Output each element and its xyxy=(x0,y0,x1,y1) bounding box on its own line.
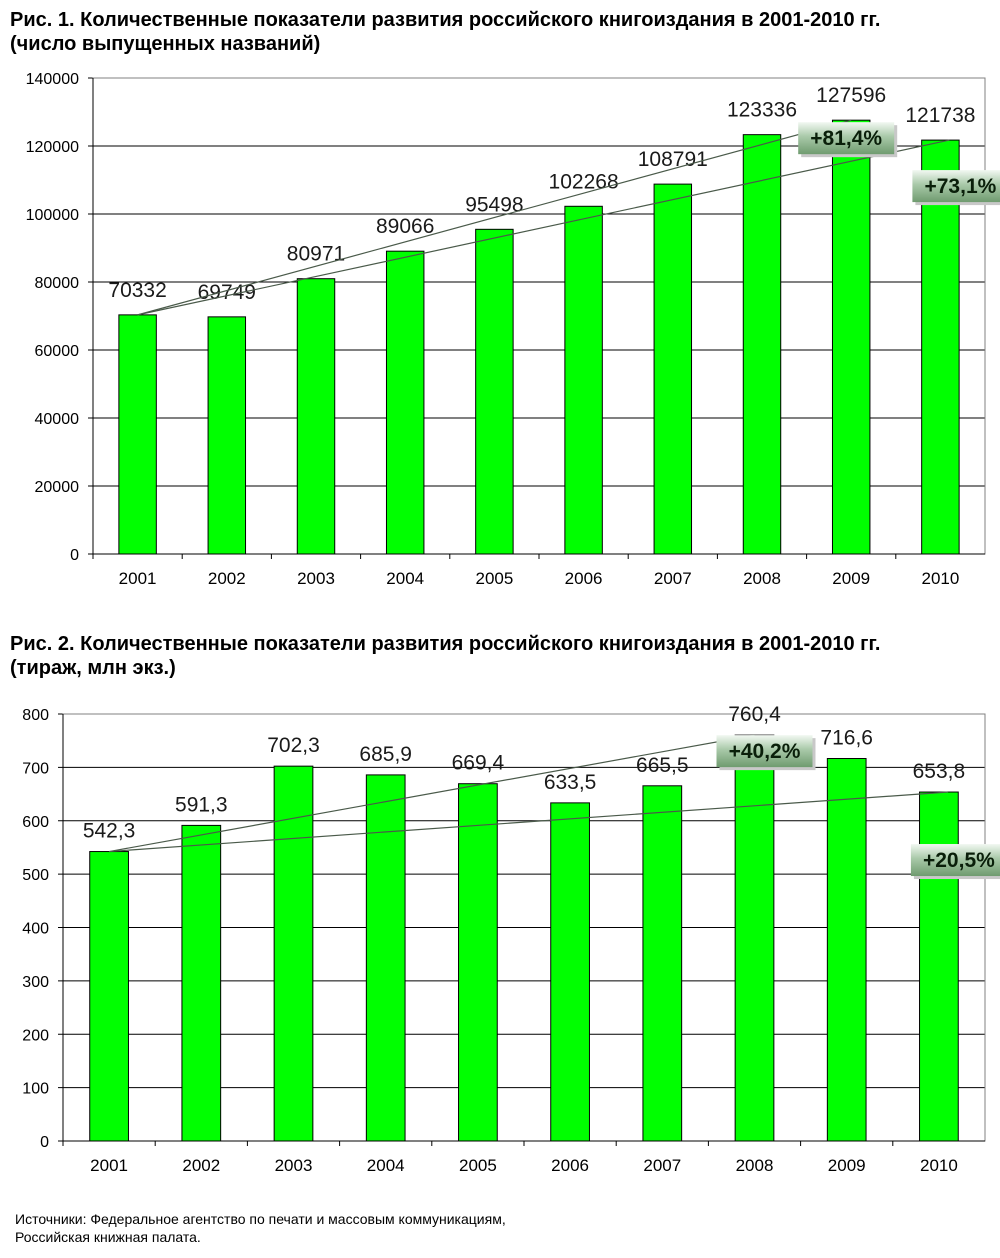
chart1-data-label: 123336 xyxy=(727,99,797,122)
chart2-ytick-label: 400 xyxy=(22,921,49,938)
chart1-trend-line xyxy=(137,119,852,316)
chart2-data-label: 665,5 xyxy=(636,754,689,777)
chart2-ytick-label: 700 xyxy=(22,760,49,777)
chart1-bar xyxy=(921,139,960,555)
chart2-bar xyxy=(458,783,498,1142)
chart2-bar xyxy=(826,758,867,1142)
chart1-trend-label: +81,4% xyxy=(810,127,882,150)
chart1-xtick-label: 2009 xyxy=(832,569,870,588)
chart2-plot: 0 100 200 300 400 500 600 700 800 2001 2002 2003 200… xyxy=(22,703,1000,1175)
chart1-ytick-label: 40000 xyxy=(35,411,80,428)
chart2-xtick-label: 2005 xyxy=(459,1156,497,1175)
chart1-data-label: 89066 xyxy=(376,215,434,238)
chart2-subtitle: (тираж, млн экз.) xyxy=(10,657,176,679)
chart2-xtick-label: 2008 xyxy=(736,1156,774,1175)
chart2-title-main: Рис. 2. Количественные показатели развит… xyxy=(10,633,881,655)
chart1-bar xyxy=(385,250,425,555)
chart2-xtick-label: 2006 xyxy=(551,1156,589,1175)
chart2-bar xyxy=(550,802,590,1142)
chart1-ytick-label: 20000 xyxy=(35,479,80,496)
chart1-ytick-label: 140000 xyxy=(26,71,79,88)
chart2-bar xyxy=(642,785,683,1142)
chart2-bar xyxy=(365,774,406,1142)
chart2-trend-line xyxy=(108,734,755,853)
chart1-ytick-label: 0 xyxy=(70,547,79,564)
chart1-data-label: 102268 xyxy=(549,170,619,193)
chart2-trend-label-box xyxy=(716,735,813,768)
chart1-subtitle: (число выпущенных названий) xyxy=(10,33,321,55)
chart1-data-label: 127596 xyxy=(816,84,886,107)
chart1-xtick-label: 2002 xyxy=(208,569,246,588)
chart1-bar xyxy=(296,278,336,555)
chart2-ytick-label: 100 xyxy=(22,1081,49,1098)
sources-line-1: Источники: Федеральное агентство по печа… xyxy=(15,1211,506,1227)
chart1-bar xyxy=(831,119,871,555)
chart1-trend-label: +73,1% xyxy=(924,175,996,198)
chart1-trend-line xyxy=(137,139,950,316)
chart1-plot: 0 20000 40000 60000 80000 100000 120000 140000 2… xyxy=(26,71,1000,588)
chart2-data-label: 685,9 xyxy=(359,743,412,766)
chart2-bar xyxy=(734,734,775,1142)
chart2-data-label: 760,4 xyxy=(728,703,781,726)
chart2-trend-label: +20,5% xyxy=(923,849,995,872)
chart2-data-label: 653,8 xyxy=(913,760,966,783)
chart2-data-label: 702,3 xyxy=(267,734,320,757)
chart1-ytick-label: 120000 xyxy=(26,139,79,156)
chart1-bar xyxy=(742,134,782,555)
sources-note: Источники: Федеральное агентство по печа… xyxy=(15,1210,506,1246)
chart1-data-label: 108791 xyxy=(638,148,708,171)
chart2-data-label: 669,4 xyxy=(452,752,505,775)
chart1-bar xyxy=(475,228,514,555)
chart2-data-label: 542,3 xyxy=(83,820,136,843)
chart1-trend-label-box xyxy=(912,170,1000,203)
chart2-xtick-label: 2002 xyxy=(182,1156,220,1175)
chart1-bar xyxy=(653,183,693,555)
chart2-data-label: 633,5 xyxy=(544,771,597,794)
chart1-bar xyxy=(207,316,247,555)
chart1-xtick-label: 2004 xyxy=(386,569,424,588)
chart2-trend-label: +40,2% xyxy=(729,740,801,763)
chart2-ytick-label: 600 xyxy=(22,814,49,831)
chart1-data-label: 95498 xyxy=(465,193,523,216)
sources-line-2: Российская книжная палата. xyxy=(15,1229,201,1245)
chart2-ytick-label: 200 xyxy=(22,1027,49,1044)
chart2-ytick-label: 500 xyxy=(22,867,49,884)
chart1-xtick-label: 2010 xyxy=(921,569,959,588)
chart2-xtick-label: 2009 xyxy=(828,1156,866,1175)
chart2-trend-line xyxy=(109,791,949,853)
chart1-data-label: 80971 xyxy=(287,243,345,266)
chart2-data-label: 591,3 xyxy=(175,793,228,816)
chart1-title: Рис. 1. Количественные показатели развит… xyxy=(10,8,880,56)
chart1-title-main: Рис. 1. Количественные показатели развит… xyxy=(10,9,881,31)
chart1-xtick-label: 2001 xyxy=(119,569,157,588)
chart1-xtick-label: 2003 xyxy=(297,569,335,588)
chart1-xtick-label: 2008 xyxy=(743,569,781,588)
chart1-xtick-label: 2006 xyxy=(565,569,603,588)
chart1-data-label: 121738 xyxy=(905,104,975,127)
chart2-bar xyxy=(89,851,129,1142)
chart1-xtick-label: 2007 xyxy=(654,569,692,588)
chart1-trend-label-box xyxy=(798,122,895,155)
chart2-xtick-label: 2004 xyxy=(367,1156,405,1175)
chart2-ytick-label: 0 xyxy=(40,1134,49,1151)
chart1-bar xyxy=(564,205,603,555)
chart2-xtick-label: 2010 xyxy=(920,1156,958,1175)
chart2-data-label: 716,6 xyxy=(820,727,873,750)
chart2-bar xyxy=(181,824,222,1142)
chart2-bar xyxy=(273,765,314,1142)
chart1-xtick-label: 2005 xyxy=(475,569,513,588)
chart1-ytick-label: 60000 xyxy=(35,343,80,360)
chart2-trend-label-box xyxy=(910,844,1000,877)
chart2-xtick-label: 2003 xyxy=(275,1156,313,1175)
chart1-bar xyxy=(118,314,157,555)
chart2-xtick-label: 2007 xyxy=(643,1156,681,1175)
chart1-ytick-label: 80000 xyxy=(35,275,80,292)
chart2-title: Рис. 2. Количественные показатели развит… xyxy=(10,632,880,680)
chart2-ytick-label: 800 xyxy=(22,707,49,724)
chart2-xtick-label: 2001 xyxy=(90,1156,128,1175)
chart1-ytick-label: 100000 xyxy=(26,207,79,224)
chart1-data-label: 70332 xyxy=(108,279,166,302)
chart2-ytick-label: 300 xyxy=(22,974,49,991)
